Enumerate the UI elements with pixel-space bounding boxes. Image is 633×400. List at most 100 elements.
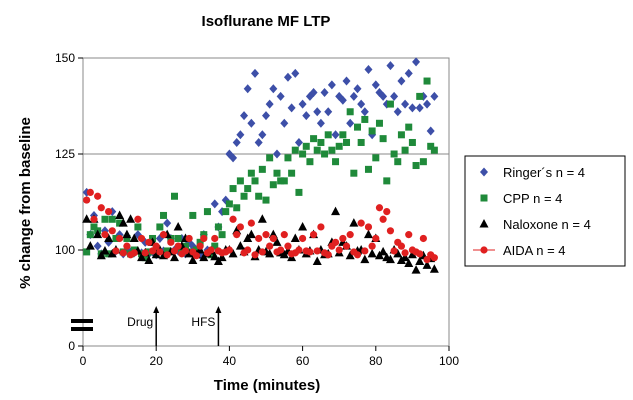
data-point [141, 249, 149, 257]
data-point [316, 118, 325, 128]
data-point [200, 234, 208, 243]
data-point [211, 242, 219, 250]
data-point [397, 76, 406, 86]
data-point [343, 138, 351, 146]
series-3 [83, 188, 438, 264]
data-point [163, 251, 171, 259]
data-point [210, 251, 220, 261]
data-point [86, 231, 94, 239]
data-point [368, 242, 376, 250]
data-point [299, 150, 307, 158]
data-point [229, 153, 238, 163]
data-point [291, 68, 300, 78]
data-point [152, 242, 160, 250]
data-point [167, 238, 175, 246]
data-point [430, 254, 438, 262]
x-axis-label: Time (minutes) [214, 377, 320, 394]
data-point [360, 254, 370, 264]
annotation-arrowhead [153, 306, 160, 313]
data-point [415, 103, 424, 113]
data-point [93, 229, 103, 239]
data-point [272, 149, 281, 159]
data-point [225, 200, 233, 208]
data-point [151, 249, 161, 259]
data-point [407, 249, 417, 259]
data-point [383, 208, 391, 216]
data-point [284, 242, 292, 250]
data-point [317, 138, 325, 146]
data-point [309, 88, 318, 98]
data-point [290, 233, 300, 242]
y-tick-label: 0 [68, 339, 75, 353]
chart-title: Isoflurane MF LTP [202, 13, 331, 30]
data-point [390, 91, 399, 101]
data-point [405, 231, 413, 239]
annotation-arrowhead [215, 306, 222, 313]
data-point [83, 248, 91, 256]
data-point [328, 146, 336, 154]
data-point [346, 118, 355, 128]
data-point [101, 231, 109, 239]
data-point [350, 169, 358, 177]
data-point [309, 231, 318, 239]
data-point [430, 91, 439, 101]
data-point [379, 135, 387, 143]
data-point [349, 218, 359, 227]
data-point [331, 206, 341, 216]
data-point [170, 252, 179, 262]
data-point [313, 146, 321, 154]
data-point [390, 247, 398, 255]
legend: Ringer´s n = 4 CPP n = 4 Naloxone n = 4 AID… [464, 155, 626, 267]
y-tick-label: 150 [55, 51, 75, 65]
data-point [276, 91, 285, 101]
data-point [299, 234, 307, 243]
data-point [262, 196, 270, 204]
data-point [372, 234, 380, 243]
data-point [240, 111, 249, 121]
x-tick-label: 80 [369, 354, 383, 368]
data-point [82, 214, 92, 223]
data-point [364, 65, 373, 75]
x-tick-label: 60 [296, 354, 310, 368]
data-point [96, 250, 106, 260]
data-point [272, 237, 282, 246]
data-point [119, 249, 127, 257]
data-point [90, 223, 98, 231]
data-point [393, 248, 403, 258]
data-point [295, 246, 303, 254]
data-point [324, 107, 333, 117]
data-point [255, 234, 263, 243]
data-point [229, 185, 237, 193]
data-point [368, 127, 376, 135]
legend-marker [480, 246, 488, 254]
data-point [100, 245, 110, 255]
data-point [306, 158, 314, 166]
data-point [383, 177, 391, 185]
data-point [394, 158, 402, 166]
data-point [159, 231, 168, 239]
data-point [295, 188, 303, 196]
data-point [298, 99, 307, 109]
data-point [327, 80, 336, 90]
data-point [189, 211, 197, 219]
data-point [188, 255, 198, 265]
data-point [371, 80, 380, 90]
data-point [269, 181, 277, 189]
data-point [265, 99, 274, 109]
data-point [379, 91, 388, 101]
data-point [404, 258, 414, 267]
data-point [112, 234, 120, 242]
data-point [228, 248, 238, 258]
data-point [126, 214, 136, 223]
data-point [386, 61, 395, 71]
data-point [251, 251, 259, 259]
data-point [277, 177, 285, 185]
data-point [419, 158, 427, 166]
data-point [354, 123, 361, 131]
data-point [185, 234, 193, 243]
data-point [115, 210, 125, 219]
x-tick-label: 20 [150, 354, 164, 368]
data-point [134, 223, 142, 231]
data-point [93, 241, 102, 251]
data-point [280, 118, 289, 128]
